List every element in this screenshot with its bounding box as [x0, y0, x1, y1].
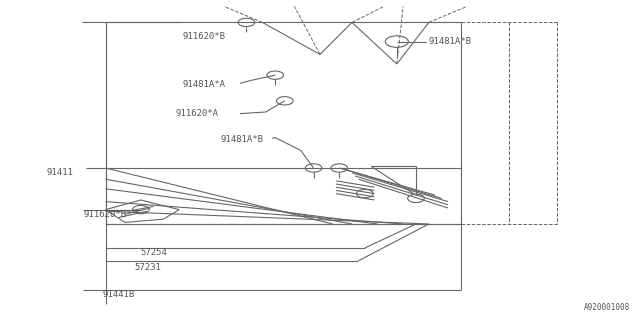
Text: 91411: 91411 [46, 168, 73, 177]
Text: 91481A*B: 91481A*B [221, 135, 264, 144]
Text: 91481A*B: 91481A*B [429, 37, 472, 46]
Text: 57254: 57254 [141, 248, 168, 257]
Text: 91481A*A: 91481A*A [182, 80, 225, 89]
Text: 91441B: 91441B [102, 290, 134, 299]
Text: 911620*B: 911620*B [182, 32, 225, 41]
Text: 911620*B: 911620*B [83, 210, 126, 219]
Text: 57231: 57231 [134, 263, 161, 272]
Text: 911620*A: 911620*A [176, 109, 219, 118]
Text: A920001008: A920001008 [584, 303, 630, 312]
